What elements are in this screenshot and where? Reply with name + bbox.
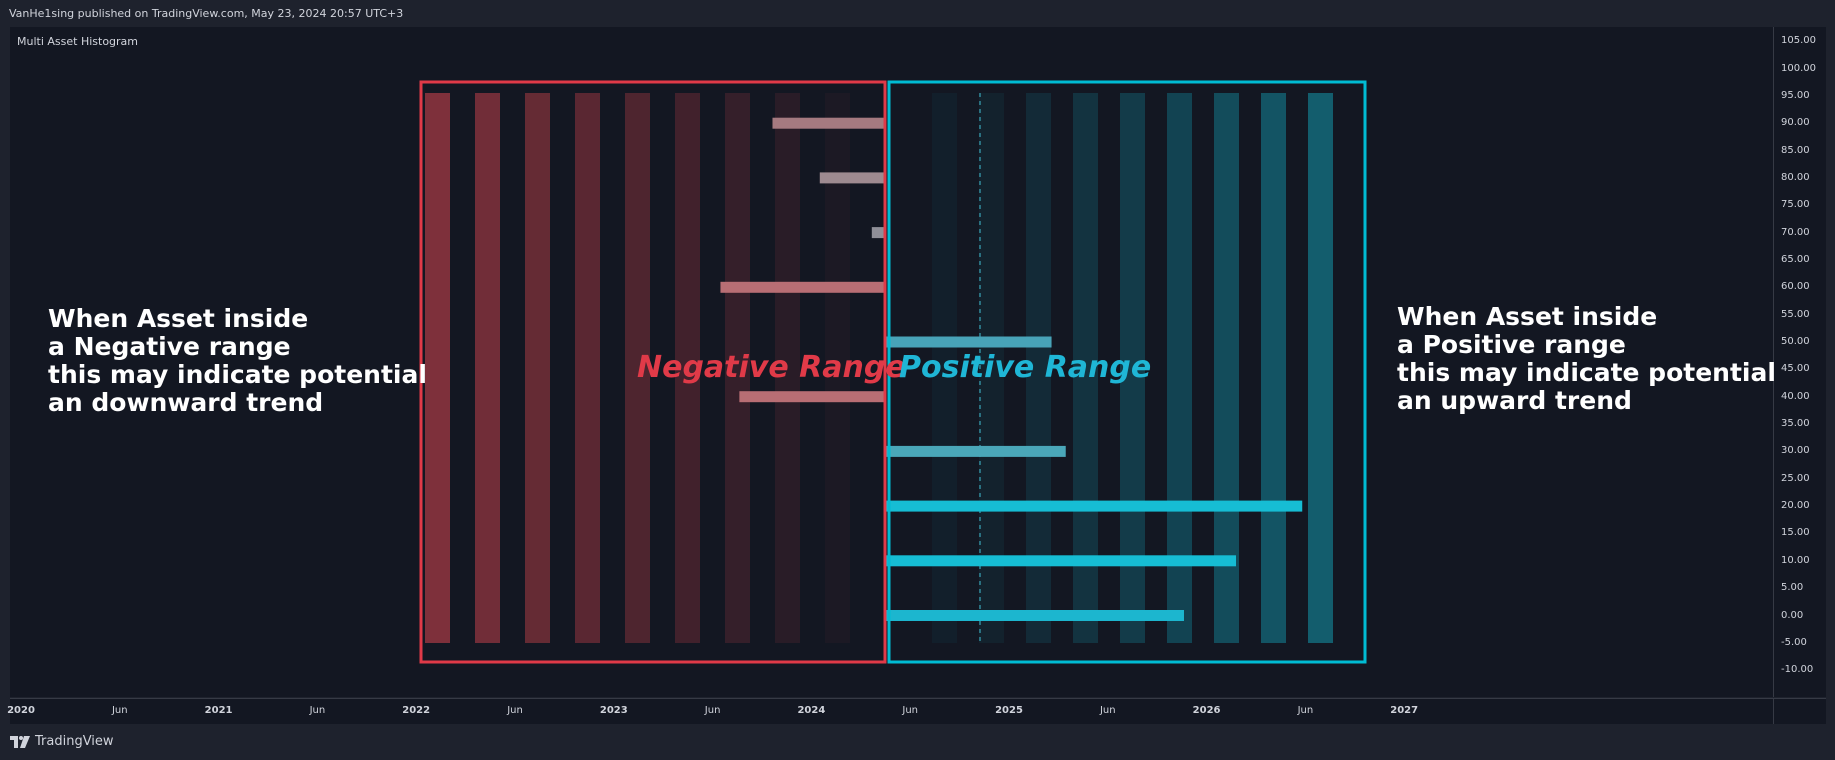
positive-histogram-bar [886, 336, 1052, 348]
negative-range-box [419, 80, 887, 664]
price-axis-tick: 75.00 [1781, 199, 1810, 211]
time-axis-tick: 2021 [204, 705, 233, 716]
price-axis-tick: 20.00 [1781, 500, 1810, 512]
right-annotation-line: this may indicate potential [1397, 358, 1776, 387]
published-header: VanHe1sing published on TradingView.com,… [0, 0, 1835, 26]
time-axis-tick: 2026 [1192, 705, 1221, 716]
tradingview-logo[interactable]: TradingView [10, 734, 114, 749]
price-axis-tick: 30.00 [1781, 445, 1810, 457]
price-axis-tick: 5.00 [1781, 582, 1804, 594]
price-axis-tick: 0.00 [1781, 609, 1804, 621]
footer-bar: TradingView [0, 724, 1835, 760]
positive-range-column [932, 93, 957, 643]
negative-histogram-bar [772, 117, 886, 129]
negative-histogram-bar [720, 281, 886, 293]
chart-pane[interactable]: Multi Asset Histogram [10, 27, 1773, 697]
indicator-title: Multi Asset Histogram [17, 35, 139, 48]
time-axis-tick: 2022 [402, 705, 431, 716]
positive-range-column [1026, 93, 1051, 643]
negative-histogram-bar [819, 172, 886, 184]
negative-range-column [725, 93, 750, 643]
positive-histogram-bar [886, 500, 1303, 512]
left-annotation-line: When Asset inside [48, 304, 309, 333]
positive-range-column [979, 93, 1004, 643]
time-axis-tick: Jun [902, 705, 918, 716]
left-annotation: When Asset inside a Negative range this … [48, 305, 427, 417]
negative-histogram-bar [871, 227, 886, 239]
positive-range-label: Positive Range [899, 350, 1152, 385]
price-axis-tick: 100.00 [1781, 62, 1816, 74]
price-axis-tick: 15.00 [1781, 527, 1810, 539]
positive-histogram-bar [886, 445, 1066, 457]
time-axis-tick: 2025 [995, 705, 1023, 716]
time-axis-tick: 2024 [797, 705, 826, 716]
right-annotation: When Asset inside a Positive range this … [1397, 303, 1776, 415]
positive-range-column [1073, 93, 1098, 643]
positive-histogram-bar [886, 610, 1184, 621]
price-axis-tick: 95.00 [1781, 89, 1810, 101]
time-axis-tick: 2020 [7, 705, 35, 716]
negative-range-column [525, 93, 550, 643]
time-axis-tick: 2023 [599, 705, 628, 716]
negative-range-column [575, 93, 600, 643]
price-axis-tick: 70.00 [1781, 226, 1810, 238]
price-axis-tick: -5.00 [1781, 636, 1807, 648]
time-axis-tick: Jun [704, 705, 721, 716]
price-axis-tick: 25.00 [1781, 472, 1810, 484]
axis-corner [1773, 698, 1826, 725]
tradingview-logo-icon [10, 735, 30, 748]
left-annotation-line: this may indicate potential [48, 360, 427, 389]
negative-range-column [425, 93, 450, 643]
price-axis-tick: 65.00 [1781, 253, 1810, 265]
price-axis-tick: 60.00 [1781, 281, 1810, 293]
price-axis-tick: 45.00 [1781, 363, 1810, 375]
negative-range-column [625, 93, 650, 643]
time-axis-tick: Jun [1297, 705, 1314, 716]
right-annotation-line: When Asset inside [1397, 302, 1658, 331]
left-annotation-line: an downward trend [48, 388, 324, 417]
price-axis-tick: -10.00 [1781, 664, 1814, 676]
right-annotation-line: a Positive range [1397, 330, 1626, 359]
negative-range-column [825, 93, 850, 643]
negative-histogram-bar [739, 391, 886, 403]
left-annotation-line: a Negative range [48, 332, 291, 361]
chart-canvas [419, 80, 1367, 664]
time-axis-tick: Jun [1099, 705, 1116, 716]
positive-range-box [887, 80, 1367, 664]
negative-range-column [475, 93, 500, 643]
time-axis[interactable] [10, 698, 1773, 725]
price-axis-tick: 50.00 [1781, 336, 1810, 347]
time-axis-tick: Jun [309, 705, 326, 716]
price-axis-tick: 35.00 [1781, 418, 1810, 430]
price-axis-tick: 90.00 [1781, 117, 1810, 129]
time-axis-tick: Jun [507, 705, 523, 716]
positive-range-column [1308, 93, 1333, 643]
price-axis-tick: 80.00 [1781, 171, 1810, 183]
price-axis-tick: 10.00 [1781, 554, 1810, 566]
negative-range-column [775, 93, 800, 643]
right-annotation-line: an upward trend [1397, 386, 1632, 415]
published-text: VanHe1sing published on TradingView.com,… [9, 7, 404, 20]
time-axis-tick: Jun [111, 705, 128, 716]
brand-name: TradingView [35, 734, 114, 749]
price-axis-tick: 85.00 [1781, 144, 1810, 156]
negative-range-column [675, 93, 700, 643]
price-axis[interactable] [1773, 27, 1826, 697]
positive-range-column [1120, 93, 1145, 643]
negative-range-label: Negative Range [637, 350, 906, 385]
time-axis-tick: 2027 [1390, 705, 1419, 716]
price-axis-tick: 105.00 [1781, 35, 1816, 47]
positive-histogram-bar [886, 555, 1237, 567]
positive-range-column [1167, 93, 1192, 643]
price-axis-tick: 40.00 [1781, 390, 1810, 402]
positive-range-column [1261, 93, 1286, 643]
price-axis-tick: 55.00 [1781, 308, 1810, 320]
positive-range-column [1214, 93, 1239, 643]
